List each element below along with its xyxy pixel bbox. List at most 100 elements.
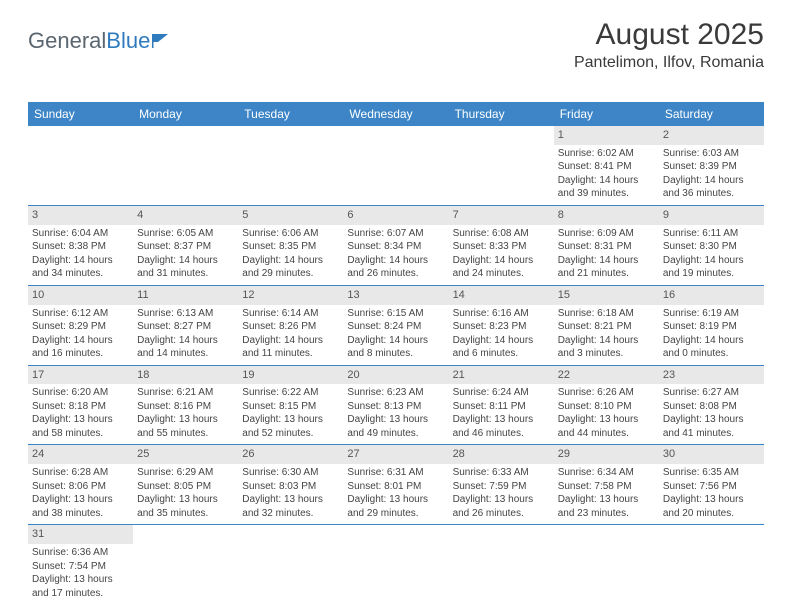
sunset-text: Sunset: 8:29 PM [32, 320, 129, 334]
daylight-text: Daylight: 13 hours [558, 493, 655, 507]
sunrise-text: Sunrise: 6:30 AM [242, 466, 339, 480]
daylight-text: and 38 minutes. [32, 507, 129, 521]
daylight-text: and 23 minutes. [558, 507, 655, 521]
day-number: 11 [133, 286, 238, 305]
sunrise-text: Sunrise: 6:02 AM [558, 147, 655, 161]
day-cell: 24Sunrise: 6:28 AMSunset: 8:06 PMDayligh… [28, 445, 133, 524]
sunset-text: Sunset: 7:56 PM [663, 480, 760, 494]
page-subtitle: Pantelimon, Ilfov, Romania [574, 54, 764, 72]
daylight-text: and 52 minutes. [242, 427, 339, 441]
sunset-text: Sunset: 8:15 PM [242, 400, 339, 414]
sunset-text: Sunset: 7:59 PM [453, 480, 550, 494]
sunrise-text: Sunrise: 6:31 AM [347, 466, 444, 480]
day-number: 5 [238, 206, 343, 225]
daylight-text: Daylight: 13 hours [242, 413, 339, 427]
day-number: 4 [133, 206, 238, 225]
daylight-text: and 41 minutes. [663, 427, 760, 441]
flag-icon [152, 32, 174, 50]
daylight-text: Daylight: 14 hours [453, 334, 550, 348]
daylight-text: and 46 minutes. [453, 427, 550, 441]
day-cell: 14Sunrise: 6:16 AMSunset: 8:23 PMDayligh… [449, 286, 554, 365]
sunrise-text: Sunrise: 6:20 AM [32, 386, 129, 400]
day-cell: 21Sunrise: 6:24 AMSunset: 8:11 PMDayligh… [449, 366, 554, 445]
daylight-text: and 3 minutes. [558, 347, 655, 361]
sunset-text: Sunset: 8:41 PM [558, 160, 655, 174]
sunrise-text: Sunrise: 6:14 AM [242, 307, 339, 321]
calendar: SundayMondayTuesdayWednesdayThursdayFrid… [28, 102, 764, 604]
sunrise-text: Sunrise: 6:33 AM [453, 466, 550, 480]
sunset-text: Sunset: 8:21 PM [558, 320, 655, 334]
day-cell: 15Sunrise: 6:18 AMSunset: 8:21 PMDayligh… [554, 286, 659, 365]
week-row: 17Sunrise: 6:20 AMSunset: 8:18 PMDayligh… [28, 366, 764, 446]
sunrise-text: Sunrise: 6:04 AM [32, 227, 129, 241]
day-cell: 16Sunrise: 6:19 AMSunset: 8:19 PMDayligh… [659, 286, 764, 365]
daylight-text: and 49 minutes. [347, 427, 444, 441]
sunset-text: Sunset: 8:26 PM [242, 320, 339, 334]
daylight-text: and 24 minutes. [453, 267, 550, 281]
empty-cell [659, 525, 764, 604]
empty-cell [343, 525, 448, 604]
daylight-text: Daylight: 13 hours [137, 493, 234, 507]
day-number: 31 [28, 525, 133, 544]
day-cell: 30Sunrise: 6:35 AMSunset: 7:56 PMDayligh… [659, 445, 764, 524]
empty-cell [133, 126, 238, 205]
day-cell: 12Sunrise: 6:14 AMSunset: 8:26 PMDayligh… [238, 286, 343, 365]
sunset-text: Sunset: 8:18 PM [32, 400, 129, 414]
day-number: 29 [554, 445, 659, 464]
empty-cell [238, 126, 343, 205]
logo-text-1: General [28, 28, 106, 54]
day-number: 2 [659, 126, 764, 145]
week-row: 24Sunrise: 6:28 AMSunset: 8:06 PMDayligh… [28, 445, 764, 525]
daylight-text: and 11 minutes. [242, 347, 339, 361]
day-number: 25 [133, 445, 238, 464]
day-number: 7 [449, 206, 554, 225]
day-cell: 4Sunrise: 6:05 AMSunset: 8:37 PMDaylight… [133, 206, 238, 285]
day-cell: 29Sunrise: 6:34 AMSunset: 7:58 PMDayligh… [554, 445, 659, 524]
day-cell: 25Sunrise: 6:29 AMSunset: 8:05 PMDayligh… [133, 445, 238, 524]
day-cell: 3Sunrise: 6:04 AMSunset: 8:38 PMDaylight… [28, 206, 133, 285]
day-cell: 1Sunrise: 6:02 AMSunset: 8:41 PMDaylight… [554, 126, 659, 205]
day-number: 24 [28, 445, 133, 464]
sunset-text: Sunset: 8:27 PM [137, 320, 234, 334]
daylight-text: Daylight: 14 hours [663, 334, 760, 348]
daylight-text: Daylight: 13 hours [32, 413, 129, 427]
day-cell: 2Sunrise: 6:03 AMSunset: 8:39 PMDaylight… [659, 126, 764, 205]
daylight-text: Daylight: 13 hours [663, 493, 760, 507]
sunrise-text: Sunrise: 6:09 AM [558, 227, 655, 241]
sunset-text: Sunset: 7:58 PM [558, 480, 655, 494]
sunrise-text: Sunrise: 6:05 AM [137, 227, 234, 241]
weekday-header: Saturday [659, 102, 764, 126]
day-cell: 10Sunrise: 6:12 AMSunset: 8:29 PMDayligh… [28, 286, 133, 365]
weekday-header: Tuesday [238, 102, 343, 126]
daylight-text: Daylight: 14 hours [242, 334, 339, 348]
day-cell: 26Sunrise: 6:30 AMSunset: 8:03 PMDayligh… [238, 445, 343, 524]
day-cell: 27Sunrise: 6:31 AMSunset: 8:01 PMDayligh… [343, 445, 448, 524]
sunrise-text: Sunrise: 6:22 AM [242, 386, 339, 400]
empty-cell [28, 126, 133, 205]
sunset-text: Sunset: 8:03 PM [242, 480, 339, 494]
daylight-text: Daylight: 14 hours [32, 334, 129, 348]
logo-text-2: Blue [106, 28, 150, 54]
sunset-text: Sunset: 8:19 PM [663, 320, 760, 334]
day-number: 15 [554, 286, 659, 305]
daylight-text: Daylight: 14 hours [137, 334, 234, 348]
day-number: 20 [343, 366, 448, 385]
sunrise-text: Sunrise: 6:29 AM [137, 466, 234, 480]
daylight-text: Daylight: 13 hours [347, 413, 444, 427]
sunrise-text: Sunrise: 6:07 AM [347, 227, 444, 241]
week-row: 10Sunrise: 6:12 AMSunset: 8:29 PMDayligh… [28, 286, 764, 366]
page-header: August 2025 Pantelimon, Ilfov, Romania [574, 18, 764, 72]
daylight-text: Daylight: 14 hours [242, 254, 339, 268]
day-cell: 31Sunrise: 6:36 AMSunset: 7:54 PMDayligh… [28, 525, 133, 604]
sunrise-text: Sunrise: 6:27 AM [663, 386, 760, 400]
daylight-text: Daylight: 13 hours [453, 413, 550, 427]
daylight-text: Daylight: 14 hours [137, 254, 234, 268]
sunrise-text: Sunrise: 6:24 AM [453, 386, 550, 400]
daylight-text: Daylight: 14 hours [558, 334, 655, 348]
empty-cell [554, 525, 659, 604]
weekday-header: Sunday [28, 102, 133, 126]
daylight-text: and 26 minutes. [453, 507, 550, 521]
empty-cell [238, 525, 343, 604]
day-cell: 7Sunrise: 6:08 AMSunset: 8:33 PMDaylight… [449, 206, 554, 285]
day-cell: 9Sunrise: 6:11 AMSunset: 8:30 PMDaylight… [659, 206, 764, 285]
